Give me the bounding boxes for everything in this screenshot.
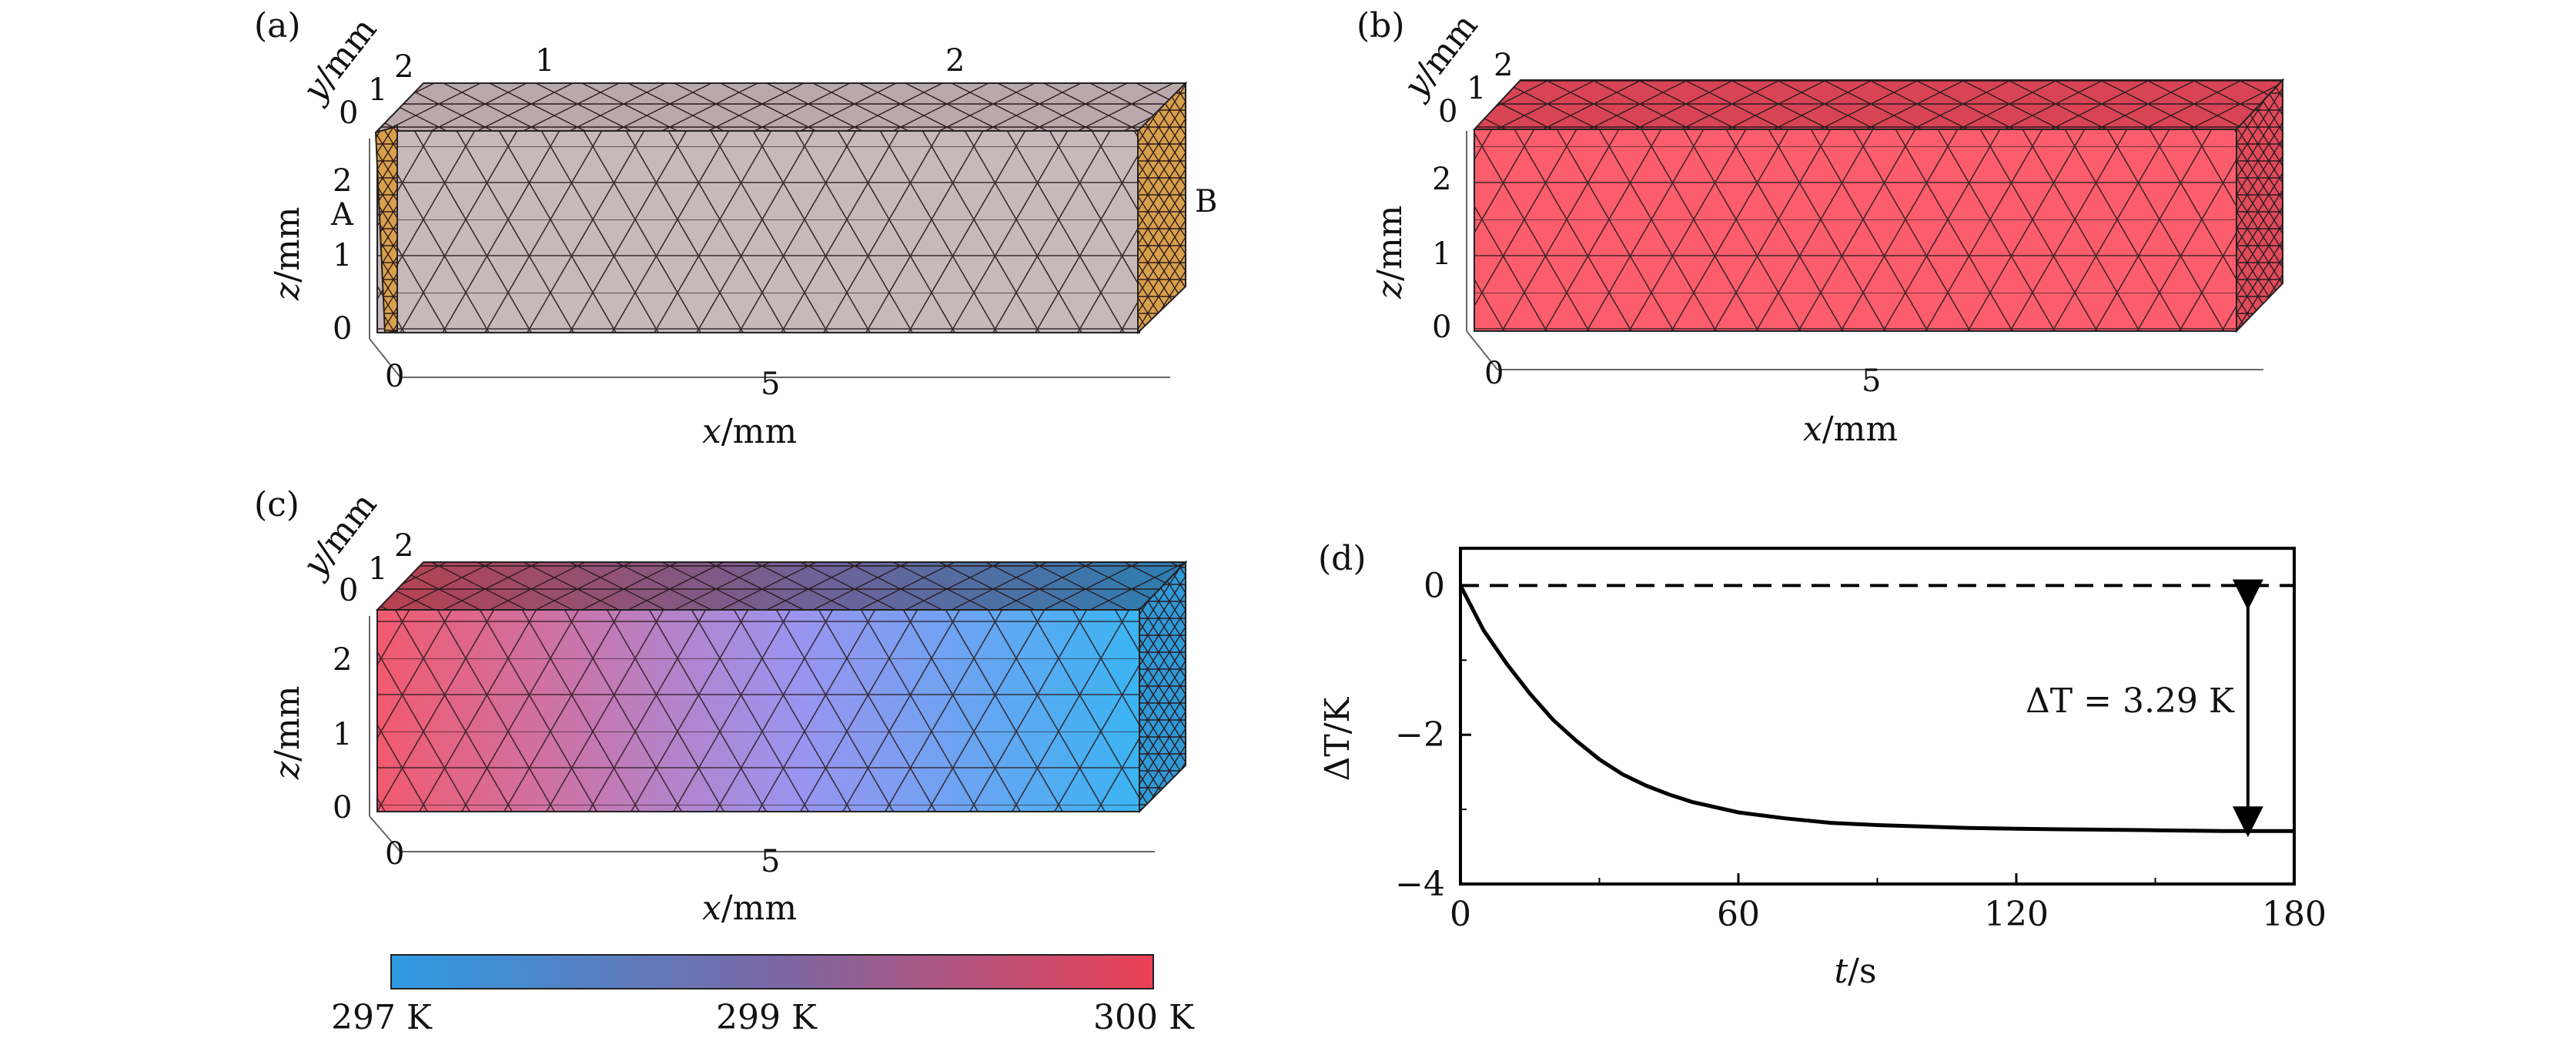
panel-b-y-tick-1: 1 — [1467, 71, 1486, 106]
panel-c-y-tick-0: 0 — [339, 573, 358, 608]
panel-a-x-axis-label: x/mm — [702, 412, 797, 451]
colorbar-mid-label: 299 K — [716, 998, 818, 1037]
x-tick-label: 180 — [2262, 895, 2327, 934]
x-tick-label: 120 — [1984, 895, 2049, 934]
panel-d-y-axis-label: ΔT/K — [1318, 696, 1357, 781]
colorbar-max-label: 300 K — [1093, 998, 1195, 1037]
panel-a-z-tick-1: 1 — [333, 238, 352, 273]
panel-d-x-axis-label: t/s — [1834, 952, 1876, 991]
panel-a-contact-a-label: A — [330, 197, 354, 233]
panel-a-label: (a) — [254, 6, 301, 45]
panel-c-z-tick-1: 1 — [333, 717, 352, 752]
panel-a-y-tick-2: 2 — [394, 49, 413, 85]
panel-a-z-tick-2: 2 — [333, 163, 352, 199]
panel-c-y-tick-1: 1 — [368, 551, 387, 587]
panel-a: (a) y/mm 0 1 2 1 2 z/mm 0 1 2 A B — [254, 6, 1217, 451]
panel-c-label: (c) — [254, 485, 299, 524]
panel-a-region-2: 2 — [945, 43, 965, 79]
y-tick-label: −4 — [1395, 865, 1445, 904]
panel-a-y-tick-1: 1 — [368, 72, 387, 108]
panel-b-label: (b) — [1357, 6, 1405, 45]
panel-c-x-tick-0: 0 — [385, 836, 404, 872]
panel-a-y-tick-0: 0 — [339, 95, 358, 131]
y-tick-label: 0 — [1423, 566, 1445, 605]
x-tick-label: 60 — [1717, 895, 1760, 934]
panel-c-z-axis-label: z/mm — [268, 686, 307, 780]
panel-b-z-tick-2: 2 — [1432, 162, 1451, 197]
panel-b-x-tick-5: 5 — [1862, 363, 1881, 399]
panel-c-x-tick-5: 5 — [761, 844, 780, 879]
panel-c: (c) y/mm 0 1 2 z/mm 0 1 2 0 5 x/mm — [254, 485, 1188, 928]
y-tick-label: −2 — [1395, 715, 1445, 755]
panel-b-z-tick-1: 1 — [1432, 236, 1451, 272]
colorbar-gradient — [390, 954, 1154, 989]
panel-b-z-tick-0: 0 — [1432, 310, 1451, 345]
panel-b-y-tick-2: 2 — [1494, 48, 1513, 83]
panel-c-y-tick-2: 2 — [394, 528, 413, 564]
panel-a-x-tick-5: 5 — [761, 367, 780, 402]
panel-c-z-tick-2: 2 — [333, 642, 352, 678]
panel-c-z-tick-0: 0 — [333, 790, 352, 825]
x-tick-label: 0 — [1450, 895, 1471, 934]
colorbar-min-label: 297 K — [331, 998, 433, 1037]
panel-c-x-axis-label: x/mm — [702, 889, 797, 928]
panel-d-label: (d) — [1318, 539, 1367, 578]
colorbar: 297 K 299 K 300 K — [331, 954, 1195, 1037]
panel-b-y-tick-0: 0 — [1438, 94, 1457, 129]
panel-a-contact-b-label: B — [1195, 184, 1217, 219]
panel-b-x-tick-0: 0 — [1484, 356, 1504, 391]
panel-a-region-1: 1 — [535, 43, 554, 79]
panel-b-x-axis-label: x/mm — [1803, 410, 1898, 449]
series-delta-t-curve — [1458, 584, 2294, 833]
panel-b: (b) y/mm 0 1 2 z/mm 0 1 2 0 5 x/mm — [1357, 6, 2285, 449]
panel-a-z-axis-label: z/mm — [268, 207, 307, 301]
panel-a-x-tick-0: 0 — [385, 359, 404, 394]
panel-a-z-tick-0: 0 — [333, 311, 352, 347]
panel-b-z-axis-label: z/mm — [1370, 206, 1410, 300]
panel-d: (d) ΔT/K t/s 0 60 120 180 0 −2 −4 ΔT = 3.29 K — [1318, 539, 2327, 991]
delta-t-annotation: ΔT = 3.29 K — [2026, 681, 2235, 721]
